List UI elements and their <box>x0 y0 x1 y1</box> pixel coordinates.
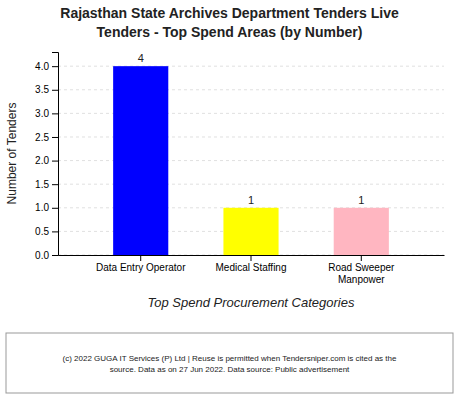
bar <box>113 66 168 255</box>
y-axis-title: Number of Tenders <box>5 103 19 205</box>
plot: 0.0 0.5 1.0 1.5 2.0 2.5 3.0 3.5 4.0 Data Entry Op… <box>35 52 444 284</box>
y-tick-label: 2.5 <box>35 132 49 143</box>
chart: Rajasthan State Archives Department Tend… <box>0 0 459 400</box>
y-tick-label: 3.5 <box>35 84 49 95</box>
y-tick-mark <box>52 113 58 114</box>
y-tick-mark <box>52 231 58 232</box>
y-tick-mark <box>52 184 58 185</box>
y-tick-label: 0.0 <box>35 250 49 261</box>
y-axis-line <box>52 53 59 256</box>
bars <box>113 66 389 255</box>
x-tick-mark <box>251 255 252 261</box>
y-tick: 0.0 <box>35 250 58 261</box>
y-tick: 3.0 <box>35 108 58 119</box>
title: Rajasthan State Archives Department Tend… <box>60 5 399 21</box>
x-tick-mark <box>361 255 362 261</box>
y-tick: 3.5 <box>35 84 58 95</box>
y-tick-label: 1.5 <box>35 179 49 190</box>
y-tick-label: 3.0 <box>35 108 49 119</box>
x-axis-title: Top Spend Procurement Categories <box>148 295 355 310</box>
y-tick-mark <box>52 66 58 67</box>
data-label: 1 <box>248 194 254 206</box>
bar <box>223 208 278 255</box>
y-tick: 4.0 <box>35 61 58 72</box>
y-tick: 1.0 <box>35 202 58 213</box>
data-label: 1 <box>358 194 364 206</box>
y-tick-label: 2.0 <box>35 155 49 166</box>
y-tick-mark <box>52 208 58 209</box>
y-tick-mark <box>52 137 58 138</box>
x-tick-label: Data Entry Operator <box>96 262 186 273</box>
data-labels: 4 1 1 <box>138 52 365 206</box>
subtitle: Tenders - Top Spend Areas (by Number) <box>97 24 363 40</box>
x-tick-label: Medical Staffing <box>216 262 287 273</box>
y-tick-label: 0.5 <box>35 226 49 237</box>
x-tick: Road SweeperManpower <box>328 255 395 285</box>
footer-box <box>6 333 453 393</box>
y-tick: 1.5 <box>35 179 58 190</box>
footer: (c) 2022 GUGA IT Services (P) Ltd | Reus… <box>63 354 397 374</box>
x-tick: Medical Staffing <box>216 255 287 273</box>
grid <box>58 66 444 255</box>
x-tick: Data Entry Operator <box>96 255 186 273</box>
y-tick: 0.5 <box>35 226 58 237</box>
y-tick-label: 1.0 <box>35 202 49 213</box>
y-tick: 2.0 <box>35 155 58 166</box>
y-tick: 2.5 <box>35 132 58 143</box>
x-axis: Data Entry Operator Medical Staffing Road … <box>59 255 445 285</box>
y-tick-mark <box>52 90 58 91</box>
data-label: 4 <box>138 52 144 64</box>
x-tick-mark <box>140 255 141 261</box>
y-axis: 0.0 0.5 1.0 1.5 2.0 2.5 3.0 3.5 4.0 <box>35 53 58 261</box>
y-tick-label: 4.0 <box>35 61 49 72</box>
y-tick-mark <box>52 161 58 162</box>
y-tick-mark <box>52 255 58 256</box>
bar <box>334 208 389 255</box>
x-tick-label: Road SweeperManpower <box>328 262 395 285</box>
